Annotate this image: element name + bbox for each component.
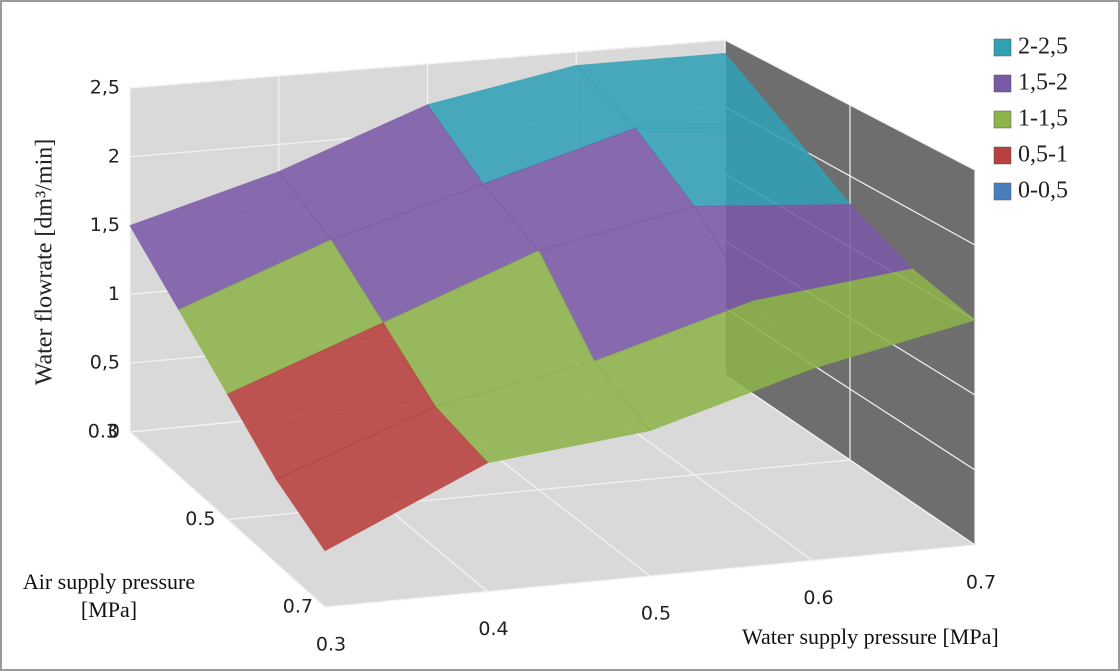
z-tick-label: 0,5: [90, 352, 120, 374]
x-axis-title: Water supply pressure [MPa]: [742, 624, 999, 649]
legend-label: 2-2,5: [1018, 34, 1068, 60]
legend-swatch: [993, 146, 1012, 165]
legend-label: 0-0,5: [1018, 178, 1068, 204]
x-tick-label: 0.7: [966, 572, 996, 594]
legend-swatch: [993, 38, 1012, 57]
legend-swatch: [993, 74, 1012, 93]
y-tick-label: 0.5: [185, 508, 215, 530]
z-tick-label: 2,5: [90, 77, 120, 99]
legend-label: 1-1,5: [1018, 106, 1068, 132]
grid-line: [324, 170, 976, 608]
legend-swatch: [993, 182, 1012, 201]
legend-swatch: [993, 110, 1012, 129]
z-tick-label: 1,5: [90, 214, 120, 236]
z-tick-label: 2: [108, 145, 120, 167]
z-axis-title: Water flowrate [dm³/min]: [32, 139, 58, 386]
y-tick-label: 0.7: [283, 596, 313, 618]
x-tick-label: 0.6: [803, 587, 833, 609]
legend-label: 1,5-2: [1018, 70, 1068, 96]
x-tick-label: 0.5: [641, 603, 671, 625]
z-tick-label: 1: [108, 283, 120, 305]
y-tick-label: 0.3: [88, 421, 118, 443]
surface-patch: [275, 405, 489, 552]
x-tick-label: 0.4: [478, 618, 508, 640]
x-tick-label: 0.3: [316, 634, 346, 656]
legend-label: 0,5-1: [1018, 142, 1068, 168]
y-axis-title: Air supply pressure [MPa]: [22, 569, 196, 622]
z-tick-label: 0: [108, 421, 120, 443]
